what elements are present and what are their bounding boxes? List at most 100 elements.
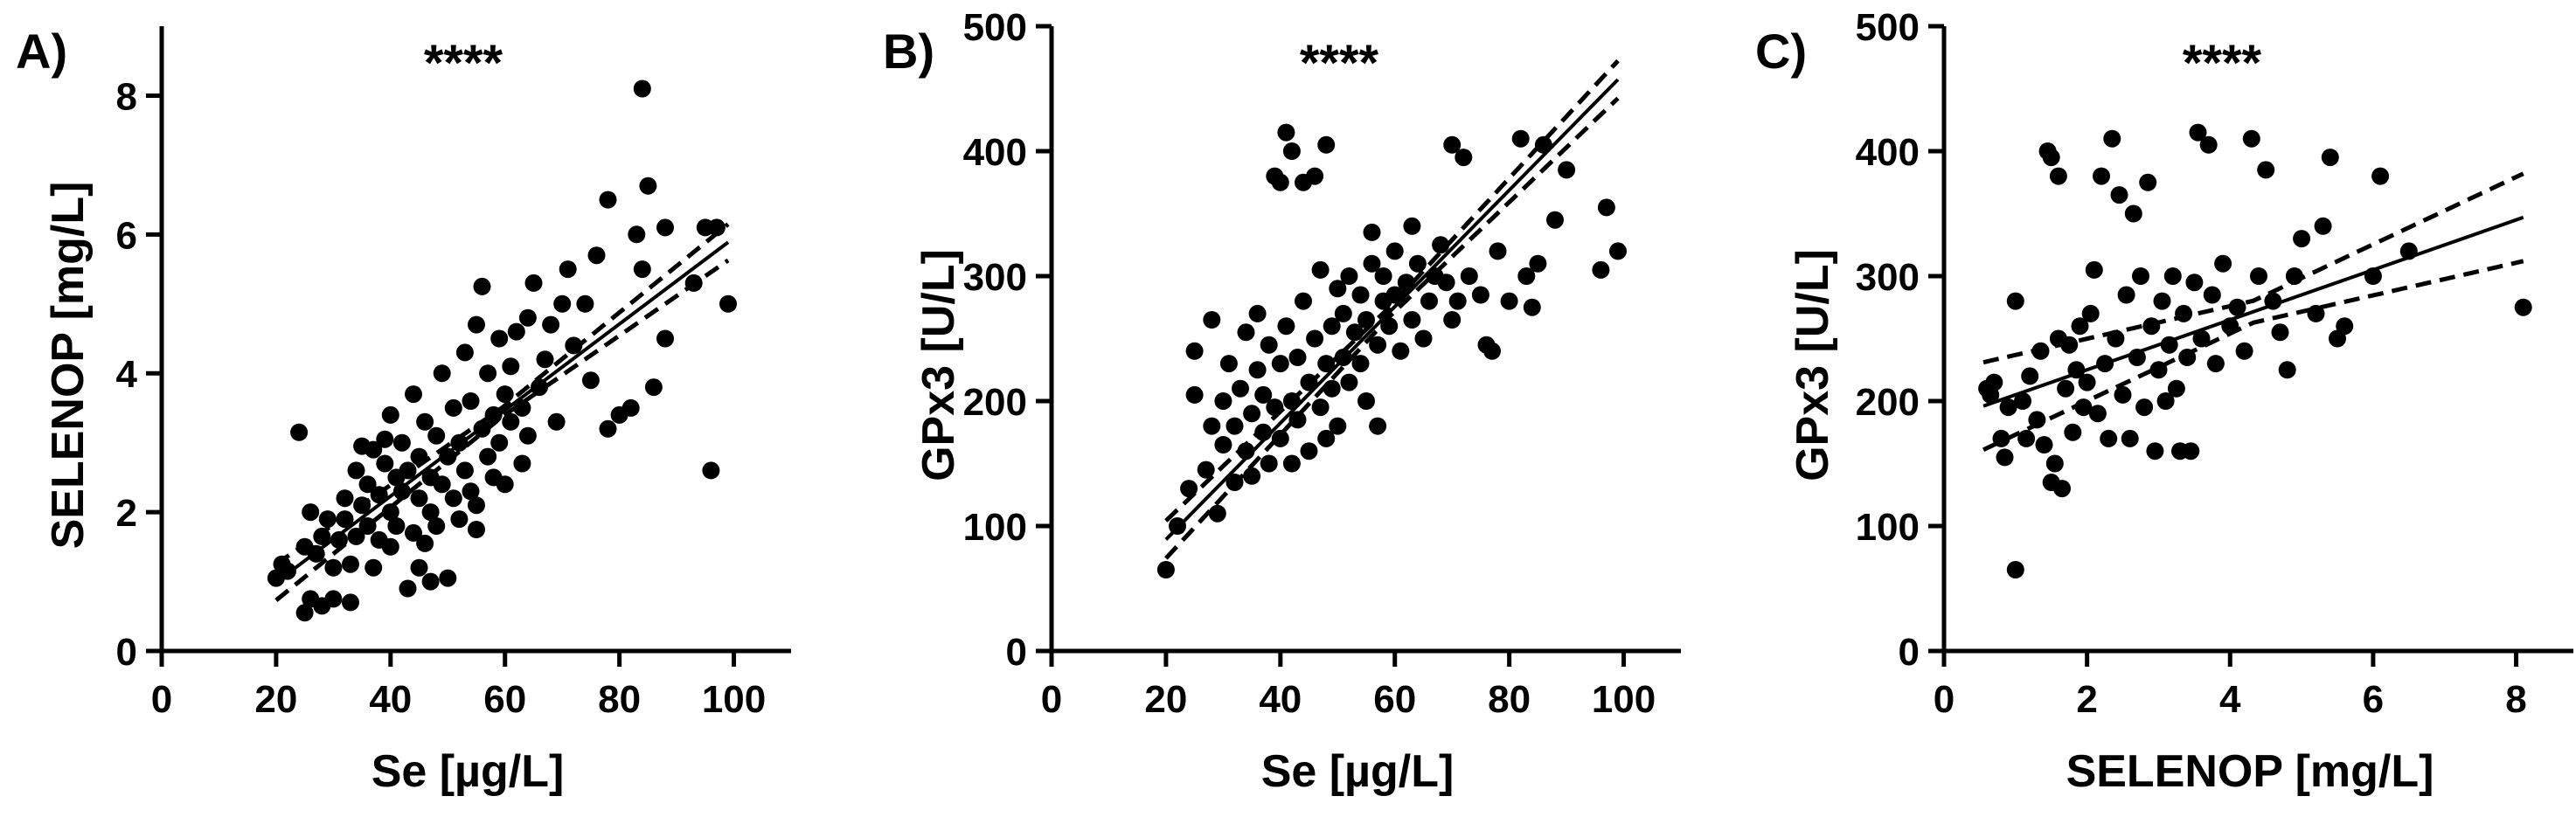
data-point — [2114, 385, 2132, 404]
data-point — [2042, 149, 2060, 167]
data-point — [719, 294, 737, 313]
data-point — [1288, 349, 1307, 366]
data-point — [1232, 379, 1249, 398]
data-point — [599, 190, 617, 209]
data-point — [2235, 342, 2253, 360]
data-point — [2153, 292, 2171, 310]
data-point — [1999, 398, 2017, 417]
data-point — [381, 537, 399, 556]
data-point — [2371, 167, 2390, 185]
data-point — [1597, 198, 1615, 217]
x-tick-label: 0 — [1934, 678, 1955, 721]
ci-upper-line — [274, 222, 730, 566]
data-point — [473, 277, 491, 295]
data-point — [2064, 423, 2082, 441]
data-point — [444, 398, 462, 417]
data-point — [2271, 323, 2289, 342]
data-point — [279, 562, 296, 580]
data-point — [1311, 398, 1330, 417]
data-point — [2178, 349, 2197, 366]
data-point — [1295, 292, 1312, 310]
data-point — [2336, 317, 2354, 336]
data-point — [1985, 373, 2003, 391]
data-point — [1345, 323, 1364, 342]
data-point — [1300, 373, 1318, 391]
data-point — [410, 558, 428, 577]
data-point — [468, 315, 485, 334]
data-point — [1203, 417, 1221, 435]
data-point — [2067, 361, 2086, 379]
data-point — [2049, 167, 2067, 185]
data-point — [1369, 417, 1387, 435]
data-point — [468, 496, 485, 515]
data-point — [399, 579, 417, 598]
data-point — [2182, 442, 2200, 460]
data-point — [2103, 129, 2121, 148]
data-point — [1317, 135, 1336, 154]
data-point — [1277, 317, 1295, 336]
significance-annotation: **** — [2183, 35, 2262, 92]
x-tick-label: 40 — [1259, 678, 1302, 721]
data-point — [427, 517, 446, 535]
data-point — [342, 555, 359, 573]
data-point — [473, 419, 491, 438]
data-point — [1317, 429, 1336, 447]
data-point — [684, 273, 703, 292]
data-point — [1329, 417, 1347, 435]
data-point — [376, 454, 394, 473]
data-point — [439, 447, 457, 466]
data-point — [1300, 442, 1318, 460]
x-axis-label: Se [µg/L] — [1261, 746, 1455, 797]
data-point — [421, 503, 440, 522]
y-tick-label: 400 — [963, 131, 1027, 174]
data-point — [427, 426, 446, 445]
data-point — [2293, 230, 2311, 248]
data-point — [405, 523, 422, 542]
y-tick-label: 8 — [116, 75, 137, 118]
data-point — [2081, 304, 2100, 322]
data-point — [381, 405, 399, 424]
data-point — [1357, 311, 1375, 329]
data-point — [656, 329, 674, 348]
panel-label: B) — [883, 24, 934, 79]
data-point — [1323, 317, 1341, 336]
data-point — [2206, 355, 2225, 373]
data-point — [2071, 317, 2089, 336]
data-point — [342, 593, 359, 612]
x-tick-label: 100 — [702, 678, 766, 721]
data-point — [2053, 480, 2071, 498]
data-point — [1288, 411, 1307, 429]
data-point — [2135, 398, 2154, 417]
x-tick-label: 20 — [254, 678, 297, 721]
x-axis-label: SELENOP [mg/L] — [2066, 746, 2434, 797]
y-axis-label: GPx3 [U/L] — [1788, 249, 1838, 481]
data-point — [347, 527, 365, 545]
data-point — [1277, 123, 1295, 142]
data-point — [1534, 135, 1552, 154]
data-point — [2514, 298, 2532, 316]
panel-label: A) — [16, 24, 67, 79]
data-point — [444, 489, 462, 508]
y-tick-label: 300 — [1856, 256, 1920, 299]
data-point — [2175, 304, 2193, 322]
data-point — [1351, 355, 1370, 373]
data-point — [1214, 436, 1232, 454]
data-point — [513, 454, 531, 473]
data-point — [370, 486, 388, 504]
data-point — [2285, 267, 2303, 285]
data-point — [1185, 385, 1204, 404]
x-tick-label: 0 — [151, 678, 172, 721]
data-point — [2057, 379, 2075, 398]
data-point — [644, 378, 663, 397]
data-point — [2250, 267, 2267, 285]
data-point — [2006, 561, 2024, 578]
data-point — [347, 461, 365, 480]
data-point — [416, 534, 434, 552]
data-point — [2160, 336, 2178, 354]
data-point — [330, 530, 348, 549]
data-point — [1203, 311, 1221, 329]
data-point — [2149, 361, 2168, 379]
data-point — [633, 260, 651, 279]
data-point — [702, 461, 720, 480]
